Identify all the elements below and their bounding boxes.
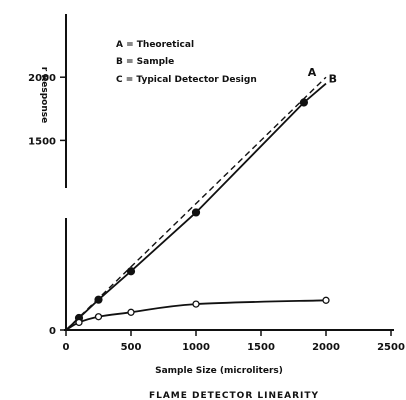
y-ticks: 0 1500 2000 — [28, 73, 66, 337]
series-line-b — [65, 82, 327, 331]
legend-entry-a: A = Theoretical — [116, 40, 194, 50]
series-point-c — [94, 313, 103, 321]
series-point-b — [191, 208, 201, 217]
series-point-c — [192, 300, 200, 308]
legend: A = Theoretical B = Sample C = Typical D… — [116, 40, 257, 85]
x-tick-label: 1000 — [182, 342, 210, 353]
x-axis-title: Sample Size (microliters) — [155, 366, 283, 376]
chart-title: FLAME DETECTOR LINEARITY — [149, 391, 319, 400]
series-layer — [65, 76, 330, 331]
legend-entry-c: C = Typical Detector Design — [116, 75, 257, 85]
x-tick-label: 500 — [121, 342, 142, 353]
y-axis-title: r Response — [39, 67, 49, 123]
y-tick-label: 0 — [49, 326, 56, 337]
x-tick-label: 2500 — [377, 342, 405, 353]
series-point-b — [299, 98, 308, 107]
y-tick-label: 2000 — [28, 73, 56, 84]
x-tick-label: 1500 — [247, 342, 275, 353]
series-point-b — [94, 295, 103, 304]
curve-label-b: B — [329, 72, 337, 85]
series-point-c — [75, 318, 83, 327]
x-ticks: 0 500 1000 1500 2000 2500 — [63, 330, 405, 353]
series-point-c — [127, 308, 135, 316]
series-line-a — [65, 76, 327, 331]
x-tick-label: 2000 — [312, 342, 340, 353]
legend-entry-b: B = Sample — [116, 57, 174, 67]
curve-label-a: A — [308, 66, 317, 79]
y-tick-label: 1500 — [28, 136, 56, 147]
series-point-c — [322, 296, 330, 304]
series-point-b — [126, 267, 136, 276]
x-tick-label: 0 — [63, 342, 70, 353]
